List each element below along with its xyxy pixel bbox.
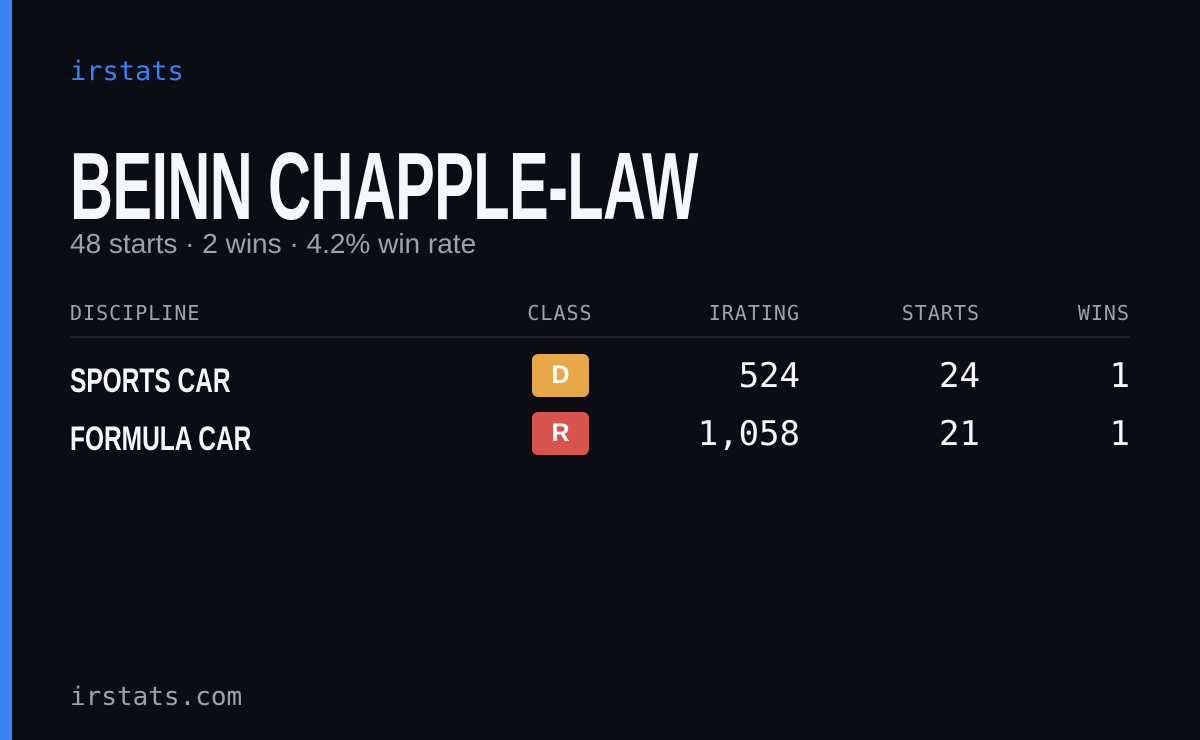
discipline: SPORTS CAR [70,362,231,400]
subtitle: 48 starts · 2 wins · 4.2% win rate [70,228,477,259]
footer: irstats.com [70,682,243,712]
column-header: CLASS [527,301,593,325]
accent-bar [0,0,12,740]
starts-value: 21 [939,414,980,454]
irating-value: 1,058 [697,414,800,454]
class-badge: D [532,354,589,397]
discipline: FORMULA CAR [70,420,252,458]
divider [70,336,1130,338]
column-header: WINS [1077,301,1130,325]
irating-value: 524 [738,356,800,396]
brand: irstats [70,56,184,87]
starts-value: 24 [939,356,980,396]
wins-value: 1 [1109,356,1130,396]
wins-value: 1 [1109,414,1130,454]
class-badge: R [532,412,589,455]
column-header: STARTS [901,301,980,325]
column-header: IRATING [708,301,800,325]
title: BEINN CHAPPLE-LAW [70,133,698,240]
column-header: DISCIPLINE [70,301,201,325]
